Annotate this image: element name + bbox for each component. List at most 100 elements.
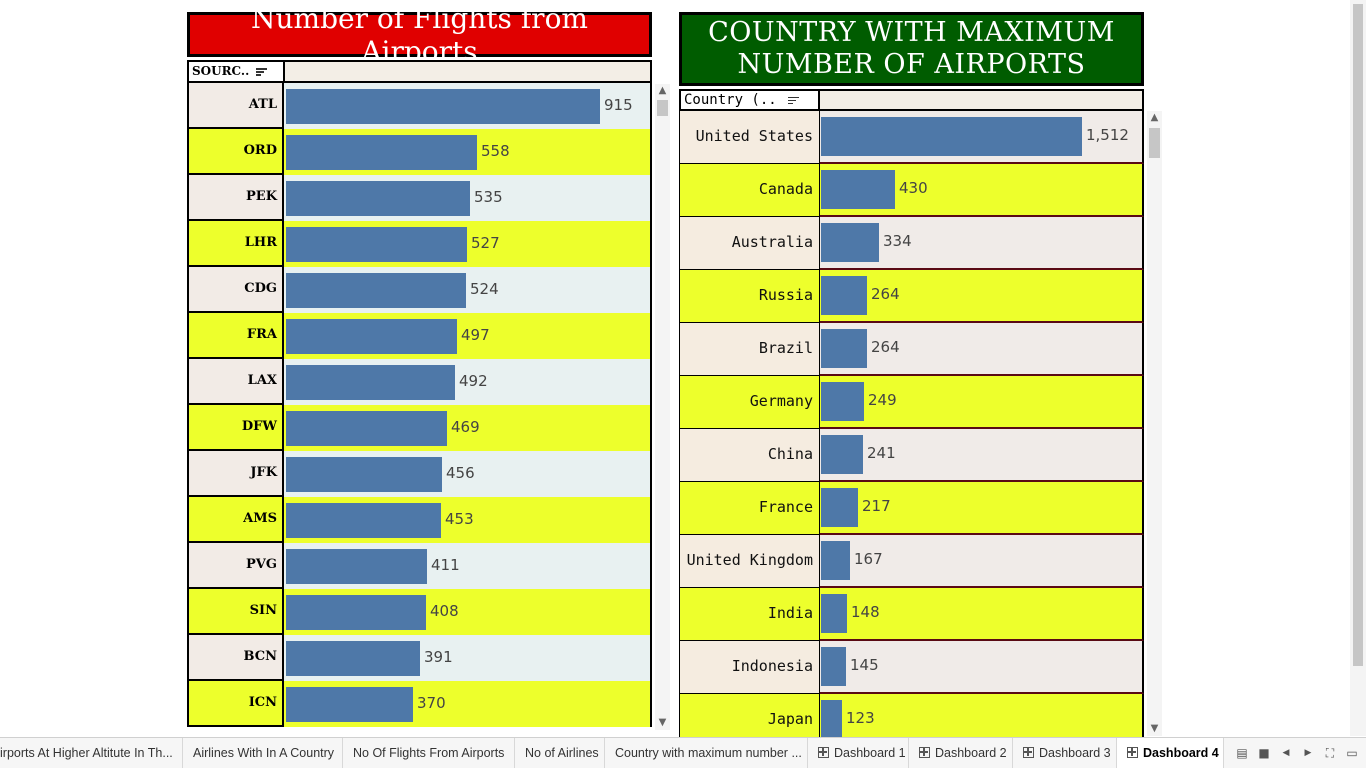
flight-count-bar[interactable] <box>286 365 455 400</box>
scroll-up-arrow-icon[interactable]: ▲ <box>658 85 667 96</box>
table-row[interactable]: SIN 408 <box>187 589 652 635</box>
table-row[interactable]: China 241 <box>679 429 1144 482</box>
country-column-header-label: Country (.. <box>684 92 777 108</box>
right-chart-title-line1: COUNTRY WITH MAXIMUM <box>708 17 1115 48</box>
flight-count-bar[interactable] <box>286 549 427 584</box>
airport-count-bar[interactable] <box>821 541 850 580</box>
presentation-mode-icon[interactable]: ▭ <box>1346 746 1358 760</box>
country-label: Indonesia <box>679 641 820 694</box>
tab-airports-at-higher-altitude[interactable]: irports At Higher Altitute In Th... <box>0 738 183 768</box>
country-label: Japan <box>679 694 820 737</box>
bar-value-label: 334 <box>883 232 912 250</box>
tab-airlines-within-country[interactable]: Airlines With In A Country <box>183 738 343 768</box>
table-row[interactable]: Brazil 264 <box>679 323 1144 376</box>
table-row[interactable]: United States 1,512 <box>679 111 1144 164</box>
table-row[interactable]: BCN 391 <box>187 635 652 681</box>
flight-count-bar[interactable] <box>286 641 420 676</box>
table-row[interactable]: Indonesia 145 <box>679 641 1144 694</box>
table-row[interactable]: LAX 492 <box>187 359 652 405</box>
bar-value-label: 241 <box>867 444 896 462</box>
bar-value-label: 469 <box>451 418 480 436</box>
bar-cell: 430 <box>820 164 1144 217</box>
tab-country-with-max[interactable]: Country with maximum number ... <box>605 738 808 768</box>
airport-code-label: CDG <box>187 267 284 313</box>
flight-count-bar[interactable] <box>286 503 441 538</box>
table-row[interactable]: CDG 524 <box>187 267 652 313</box>
airport-count-bar[interactable] <box>821 594 847 633</box>
table-row[interactable]: Australia 334 <box>679 217 1144 270</box>
page-scrollbar-thumb[interactable] <box>1353 4 1363 666</box>
scrollbar-thumb[interactable] <box>657 100 668 116</box>
sheet-sorter-icon[interactable]: ▤ <box>1236 746 1248 760</box>
table-row[interactable]: FRA 497 <box>187 313 652 359</box>
source-column-header[interactable]: SOURC.. <box>189 62 285 81</box>
airport-count-bar[interactable] <box>821 170 895 209</box>
country-label: Russia <box>679 270 820 323</box>
flight-count-bar[interactable] <box>286 89 600 124</box>
table-row[interactable]: Japan 123 <box>679 694 1144 737</box>
country-column-header[interactable]: Country (.. <box>681 91 820 109</box>
flight-count-bar[interactable] <box>286 411 447 446</box>
airport-count-bar[interactable] <box>821 276 867 315</box>
flight-count-bar[interactable] <box>286 457 442 492</box>
table-row[interactable]: PEK 535 <box>187 175 652 221</box>
airport-count-bar[interactable] <box>821 488 858 527</box>
fullscreen-icon[interactable]: ⛶ <box>1325 746 1335 760</box>
right-chart-scrollbar[interactable]: ▲ ▼ <box>1147 111 1162 736</box>
flight-count-bar[interactable] <box>286 319 457 354</box>
airport-code-label: BCN <box>187 635 284 681</box>
airport-count-bar[interactable] <box>821 117 1082 156</box>
sort-descending-icon[interactable] <box>256 67 268 76</box>
bar-value-label: 497 <box>461 326 490 344</box>
table-row[interactable]: Canada 430 <box>679 164 1144 217</box>
table-row[interactable]: India 148 <box>679 588 1144 641</box>
airport-code-label: JFK <box>187 451 284 497</box>
filmstrip-icon[interactable]: ■ <box>1258 746 1270 760</box>
bar-cell: 456 <box>284 451 652 497</box>
flight-count-bar[interactable] <box>286 687 413 722</box>
tab-no-of-airlines[interactable]: No of Airlines <box>515 738 605 768</box>
table-row[interactable]: JFK 456 <box>187 451 652 497</box>
table-row[interactable]: Russia 264 <box>679 270 1144 323</box>
scrollbar-thumb[interactable] <box>1149 128 1160 158</box>
table-row[interactable]: ORD 558 <box>187 129 652 175</box>
table-row[interactable]: AMS 453 <box>187 497 652 543</box>
table-row[interactable]: PVG 411 <box>187 543 652 589</box>
previous-sheet-icon[interactable]: ◀ <box>1282 748 1290 758</box>
airport-count-bar[interactable] <box>821 329 867 368</box>
table-row[interactable]: ICN 370 <box>187 681 652 727</box>
dashboard-icon <box>1127 747 1138 758</box>
left-chart-scrollbar[interactable]: ▲ ▼ <box>655 84 670 730</box>
table-row[interactable]: DFW 469 <box>187 405 652 451</box>
tab-no-of-flights[interactable]: No Of Flights From Airports <box>343 738 515 768</box>
tab-dashboard-1[interactable]: Dashboard 1 <box>808 738 909 768</box>
tab-dashboard-2[interactable]: Dashboard 2 <box>909 738 1013 768</box>
scroll-down-arrow-icon[interactable]: ▼ <box>658 717 667 728</box>
sort-descending-icon[interactable] <box>788 96 800 105</box>
page-scrollbar[interactable] <box>1350 0 1366 736</box>
table-row[interactable]: LHR 527 <box>187 221 652 267</box>
airport-count-bar[interactable] <box>821 223 879 262</box>
airport-count-bar[interactable] <box>821 647 846 686</box>
airport-count-bar[interactable] <box>821 382 864 421</box>
airport-count-bar[interactable] <box>821 700 842 737</box>
flight-count-bar[interactable] <box>286 595 426 630</box>
next-sheet-icon[interactable]: ▶ <box>1304 748 1312 758</box>
table-row[interactable]: France 217 <box>679 482 1144 535</box>
table-row[interactable]: Germany 249 <box>679 376 1144 429</box>
table-row[interactable]: ATL 915 <box>187 83 652 129</box>
airport-code-label: AMS <box>187 497 284 543</box>
bar-cell: 241 <box>820 429 1144 482</box>
flight-count-bar[interactable] <box>286 181 470 216</box>
scroll-up-arrow-icon[interactable]: ▲ <box>1150 112 1159 123</box>
scroll-down-arrow-icon[interactable]: ▼ <box>1150 723 1159 734</box>
flight-count-bar[interactable] <box>286 227 467 262</box>
table-row[interactable]: United Kingdom 167 <box>679 535 1144 588</box>
right-table-header: Country (.. <box>679 89 1144 111</box>
tab-dashboard-3[interactable]: Dashboard 3 <box>1013 738 1117 768</box>
flight-count-bar[interactable] <box>286 273 466 308</box>
tab-dashboard-4[interactable]: Dashboard 4 <box>1117 738 1224 768</box>
airport-count-bar[interactable] <box>821 435 863 474</box>
flight-count-bar[interactable] <box>286 135 477 170</box>
